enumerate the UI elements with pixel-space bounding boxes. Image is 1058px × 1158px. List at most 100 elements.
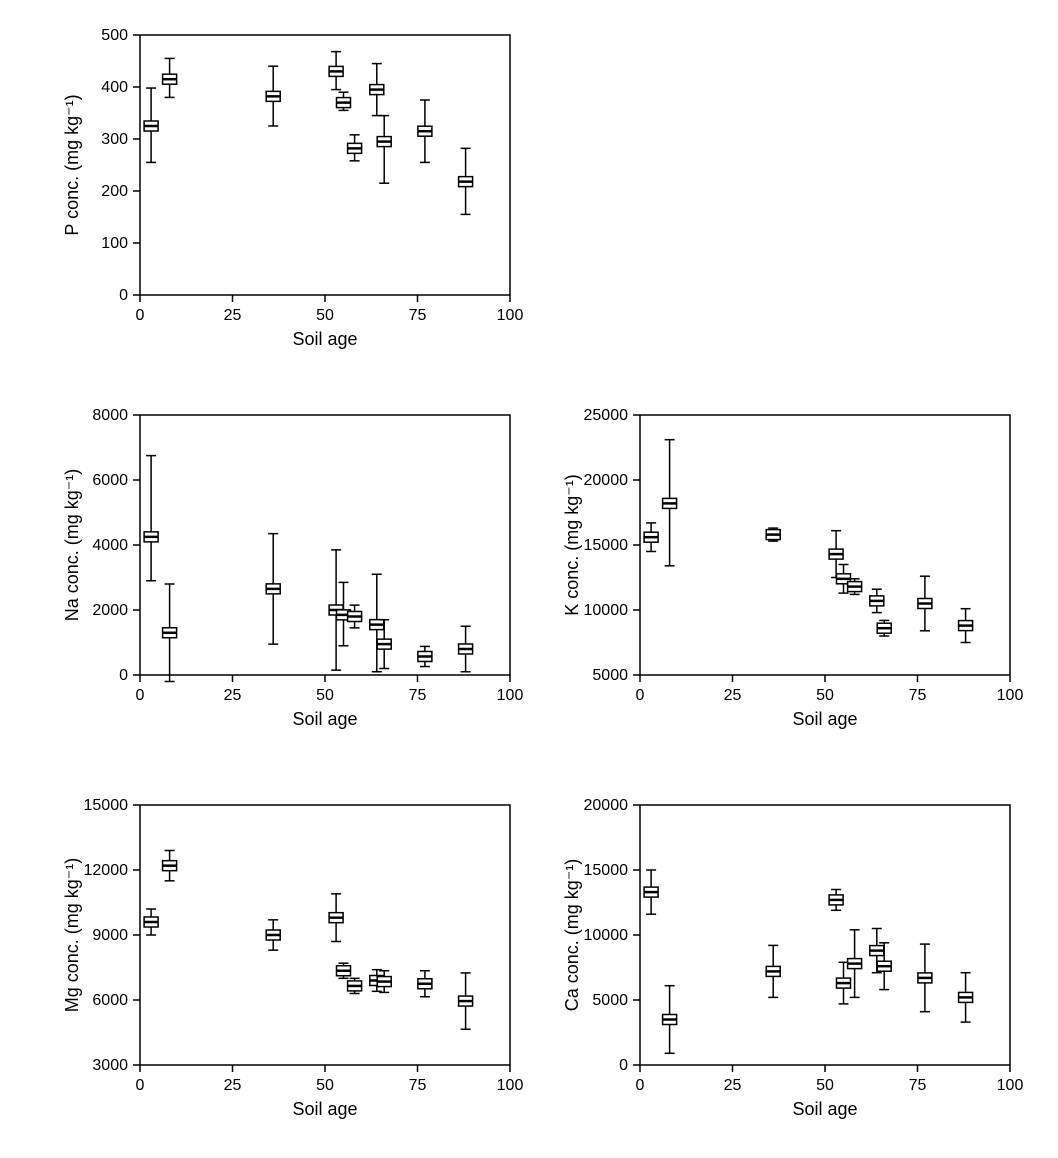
y-tick-label: 8000 xyxy=(92,407,128,424)
y-tick-label: 15000 xyxy=(584,862,629,879)
x-tick-label: 0 xyxy=(136,687,145,704)
data-point xyxy=(663,440,677,566)
x-tick-label: 25 xyxy=(224,1077,242,1094)
y-axis-title: K conc. (mg kg⁻¹) xyxy=(562,474,582,616)
data-point xyxy=(829,531,843,578)
y-tick-label: 400 xyxy=(101,79,128,96)
x-tick-label: 0 xyxy=(136,307,145,324)
x-tick-label: 50 xyxy=(316,687,334,704)
data-point xyxy=(163,584,177,682)
data-point xyxy=(377,971,391,993)
x-tick-label: 100 xyxy=(497,687,524,704)
data-point xyxy=(918,944,932,1012)
x-tick-label: 50 xyxy=(816,687,834,704)
x-axis-title: Soil age xyxy=(292,709,357,729)
y-tick-label: 500 xyxy=(101,27,128,44)
x-tick-label: 50 xyxy=(816,1077,834,1094)
y-tick-label: 200 xyxy=(101,183,128,200)
x-tick-label: 50 xyxy=(316,307,334,324)
y-tick-label: 20000 xyxy=(584,797,629,814)
y-tick-label: 10000 xyxy=(584,602,629,619)
axis-frame xyxy=(140,35,510,295)
y-tick-label: 3000 xyxy=(92,1057,128,1074)
y-tick-label: 5000 xyxy=(592,992,628,1009)
data-point xyxy=(266,920,280,950)
data-point xyxy=(329,894,343,942)
x-tick-label: 100 xyxy=(997,687,1024,704)
y-tick-label: 15000 xyxy=(584,537,629,554)
x-tick-label: 75 xyxy=(409,687,427,704)
x-tick-label: 50 xyxy=(316,1077,334,1094)
y-tick-label: 0 xyxy=(119,287,128,304)
y-tick-label: 0 xyxy=(119,667,128,684)
chart-panel-k: 0255075100500010000150002000025000Soil a… xyxy=(555,400,1035,740)
chart-panel-ca: 0 25 50 75 100 0 5000 10000 15000 20000 Soil age Ca… xyxy=(555,790,1035,1130)
y-tick-label: 0 xyxy=(619,1057,628,1074)
axis-frame-tr xyxy=(640,415,1010,675)
axis-frame-tr xyxy=(140,35,510,295)
data-point xyxy=(348,135,362,161)
x-tick-label: 100 xyxy=(997,1077,1024,1094)
y-axis-title: Na conc. (mg kg⁻¹) xyxy=(62,469,82,622)
x-tick-label: 25 xyxy=(224,307,242,324)
axis-frame-tr xyxy=(640,805,1010,1065)
data-point xyxy=(644,523,658,552)
data-point xyxy=(959,973,973,1022)
data-point xyxy=(418,100,432,162)
chart-panel-p: 0 25 50 75 100 0 100 200 300 400 500 Soil age P conc… xyxy=(55,20,535,360)
y-tick-label: 9000 xyxy=(92,927,128,944)
figure-grid: 02550751000100200300400500Soil ageP conc… xyxy=(0,0,1058,1158)
data-point xyxy=(959,609,973,643)
data-point xyxy=(337,92,351,110)
x-tick-label: 75 xyxy=(909,1077,927,1094)
data-point xyxy=(644,870,658,914)
y-tick-label: 100 xyxy=(101,235,128,252)
y-tick-label: 5000 xyxy=(592,667,628,684)
data-point xyxy=(418,646,432,666)
x-tick-label: 75 xyxy=(909,687,927,704)
x-tick-label: 100 xyxy=(497,307,524,324)
data-point xyxy=(377,116,391,184)
data-point xyxy=(144,456,158,581)
axis-frame xyxy=(640,415,1010,675)
data-point xyxy=(918,576,932,631)
y-axis-title: Mg conc. (mg kg⁻¹) xyxy=(62,858,82,1013)
data-point xyxy=(766,945,780,997)
x-axis-title: Soil age xyxy=(792,1099,857,1119)
x-axis-title: Soil age xyxy=(292,1099,357,1119)
y-tick-label: 6000 xyxy=(92,992,128,1009)
data-point xyxy=(163,58,177,97)
data-point xyxy=(766,528,780,541)
x-tick-label: 100 xyxy=(497,1077,524,1094)
x-axis-title: Soil age xyxy=(292,329,357,349)
x-tick-label: 0 xyxy=(636,1077,645,1094)
data-point xyxy=(459,626,473,672)
y-tick-label: 2000 xyxy=(92,602,128,619)
data-point xyxy=(337,963,351,978)
data-point xyxy=(459,973,473,1029)
x-tick-label: 75 xyxy=(409,307,427,324)
data-point xyxy=(663,986,677,1054)
x-tick-label: 25 xyxy=(224,687,242,704)
y-tick-label: 6000 xyxy=(92,472,128,489)
y-axis-title: P conc. (mg kg⁻¹) xyxy=(62,94,82,235)
axis-frame xyxy=(140,415,510,675)
x-tick-label: 0 xyxy=(136,1077,145,1094)
data-point xyxy=(370,64,384,116)
x-tick-label: 25 xyxy=(724,1077,742,1094)
data-point xyxy=(266,66,280,126)
data-point xyxy=(870,589,884,612)
y-tick-label: 10000 xyxy=(584,927,629,944)
y-axis-title: Ca conc. (mg kg⁻¹) xyxy=(562,859,582,1012)
data-point xyxy=(266,534,280,645)
axis-frame-tr xyxy=(140,805,510,1065)
data-point xyxy=(370,574,384,672)
data-point xyxy=(459,148,473,214)
y-tick-label: 15000 xyxy=(84,797,129,814)
axis-frame xyxy=(140,805,510,1065)
x-axis-title: Soil age xyxy=(792,709,857,729)
data-point xyxy=(144,909,158,935)
data-point xyxy=(877,620,891,636)
x-tick-label: 0 xyxy=(636,687,645,704)
y-tick-label: 300 xyxy=(101,131,128,148)
